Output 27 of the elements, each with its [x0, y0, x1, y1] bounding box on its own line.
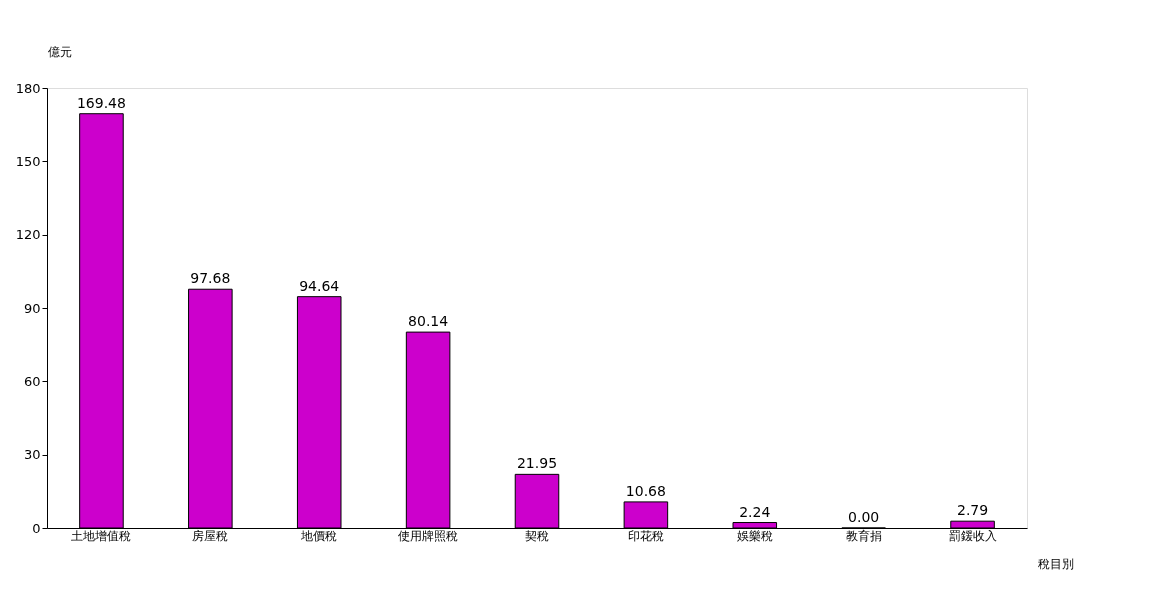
y-tick-label: 30: [23, 447, 41, 463]
x-tick-label: 娛樂稅: [736, 528, 773, 543]
y-axis-title: 億元: [47, 44, 72, 59]
y-tick-label: 120: [15, 227, 41, 243]
x-tick-label: 地價稅: [300, 528, 338, 543]
data-label: 80.14: [408, 313, 449, 330]
data-label: 2.24: [739, 503, 771, 520]
data-label: 21.95: [516, 455, 558, 472]
y-tick-label: 60: [23, 373, 41, 389]
y-tick-label: 90: [23, 300, 41, 316]
x-axis-title: 稅目別: [1037, 556, 1074, 571]
data-label: 97.68: [190, 270, 231, 287]
x-tick-label: 罰鍰收入: [948, 528, 997, 543]
y-tick-label: 180: [15, 80, 41, 96]
y-tick-label: 150: [15, 153, 41, 169]
data-label: 10.68: [625, 482, 666, 499]
x-tick-label: 房屋稅: [192, 528, 229, 543]
data-label: 169.48: [76, 94, 126, 111]
data-label: 0.00: [848, 509, 880, 525]
x-tick-label: 教育捐: [845, 528, 882, 543]
data-label: 2.79: [956, 502, 989, 519]
data-label: 94.64: [299, 277, 340, 294]
x-tick-label: 土地增值稅: [71, 528, 132, 543]
x-tick-label: 印花稅: [627, 528, 664, 543]
x-tick-label: 使用牌照稅: [398, 528, 459, 543]
x-tick-label: 契稅: [525, 528, 549, 543]
y-tick-label: 0: [32, 520, 41, 536]
